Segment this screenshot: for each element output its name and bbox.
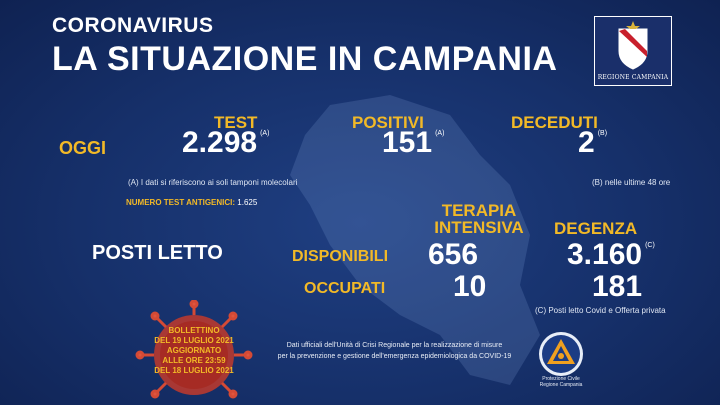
ti-disponibili-value: 656 — [428, 238, 479, 271]
degenza-occupati-value: 181 — [592, 270, 643, 303]
positivi-value: 151 — [382, 126, 433, 159]
footer-text: Dati ufficiali dell'Unità di Crisi Regio… — [262, 340, 527, 362]
bulletin-text: BOLLETTINO DEL 19 LUGLIO 2021 AGGIORNATO… — [143, 326, 245, 376]
bulletin-line: AGGIORNATO — [166, 346, 222, 355]
kicker-title: CORONAVIRUS — [52, 14, 214, 37]
regione-campania-label: REGIONE CAMPANIA — [597, 74, 669, 81]
deceduti-label: DECEDUTI — [511, 113, 598, 132]
deceduti-value-group: 2 (B) — [578, 126, 607, 160]
protezione-civile-logo-icon — [539, 332, 583, 376]
antigen-row: NUMERO TEST ANTIGENICI: 1.625 — [126, 198, 257, 207]
bulletin-line: ALLE ORE 23:59 — [162, 356, 226, 365]
deceduti-value: 2 — [578, 126, 595, 159]
note-a: (A) I dati si riferiscono ai soli tampon… — [128, 178, 298, 187]
bulletin-line: DEL 19 LUGLIO 2021 — [154, 336, 234, 345]
degenza-disponibili-value: 3.160 — [567, 238, 643, 271]
protezione-civile-label: Protezione Civile Regione Campania — [522, 376, 600, 388]
page-title: LA SITUAZIONE IN CAMPANIA — [52, 40, 558, 78]
footer-line-1: Dati ufficiali dell'Unità di Crisi Regio… — [286, 342, 503, 349]
positivi-value-group: 151 (A) — [382, 126, 444, 160]
test-value: 2.298 — [182, 126, 258, 159]
positivi-note: (A) — [435, 130, 445, 137]
antigen-value: 1.625 — [237, 198, 258, 207]
coronavirus-icon — [135, 300, 253, 399]
degenza-header: DEGENZA — [554, 219, 638, 238]
antigen-label: NUMERO TEST ANTIGENICI: — [126, 198, 236, 207]
bulletin-line: DEL 18 LUGLIO 2021 — [154, 366, 234, 375]
pc-label-line-2: Regione Campania — [539, 382, 583, 388]
test-note: (A) — [260, 130, 270, 137]
note-b: (B) nelle ultime 48 ore — [592, 178, 671, 187]
positivi-label: POSITIVI — [352, 113, 424, 132]
deceduti-note: (B) — [597, 130, 608, 137]
oggi-label: OGGI — [59, 138, 107, 158]
degenza-disponibili-group: 3.160 (C) — [567, 238, 655, 272]
occupati-label: OCCUPATI — [304, 280, 386, 297]
regione-campania-logo: REGIONE CAMPANIA — [594, 16, 672, 86]
test-label: TEST — [214, 113, 258, 132]
posti-letto-title: POSTI LETTO — [92, 242, 223, 264]
bulletin-line: BOLLETTINO — [168, 326, 220, 335]
degenza-note: (C) — [645, 242, 655, 249]
note-c: (C) Posti letto Covid e Offerta privata — [535, 306, 666, 315]
terapia-label: TERAPIA — [441, 201, 517, 220]
disponibili-label: DISPONIBILI — [292, 248, 389, 265]
regione-campania-emblem-icon — [618, 21, 648, 70]
pc-label-line-1: Protezione Civile — [542, 376, 580, 382]
footer-line-2: per la prevenzione e gestione dell'emerg… — [277, 353, 512, 360]
ti-occupati-value: 10 — [453, 270, 487, 303]
test-value-group: 2.298 (A) — [182, 126, 269, 160]
terapia-intensiva-header: TERAPIA INTENSIVA — [434, 202, 524, 236]
intensiva-label: INTENSIVA — [434, 218, 524, 237]
